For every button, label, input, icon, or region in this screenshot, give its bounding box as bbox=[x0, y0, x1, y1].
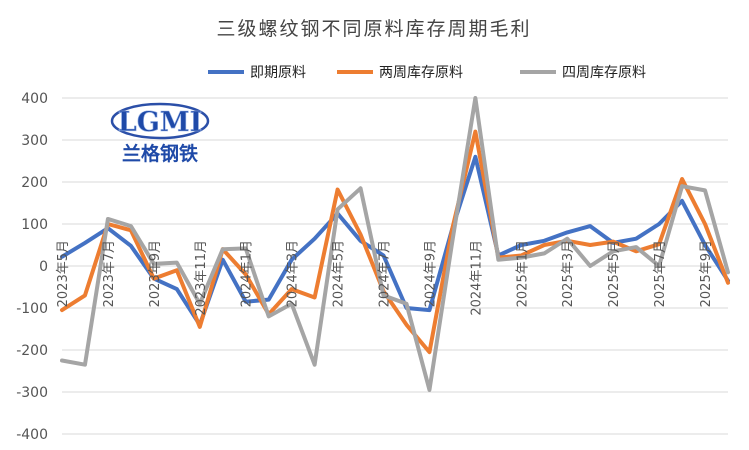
logo-ring bbox=[110, 102, 210, 140]
legend-item-two-week: 两周库存原料 bbox=[337, 65, 463, 81]
logo-initials: LGMI bbox=[118, 107, 203, 138]
x-tick-label: 2025年9月 bbox=[699, 240, 714, 307]
x-axis-ticks: 2023年5月 2023年7月 2023年9月 2023年11月 2024年1月 2024… bbox=[56, 240, 714, 316]
x-tick-label: 2023年7月 bbox=[102, 240, 117, 307]
legend: 即期原料 两周库存原料 四周库存原料 bbox=[208, 65, 646, 81]
y-tick-label: 100 bbox=[21, 217, 48, 233]
legend-item-four-week: 四周库存原料 bbox=[520, 65, 646, 81]
y-tick-label: -300 bbox=[16, 385, 48, 401]
x-tick-label: 2023年9月 bbox=[148, 240, 163, 307]
x-tick-label: 2024年1月 bbox=[240, 240, 255, 307]
x-tick-label: 2024年11月 bbox=[469, 240, 484, 316]
y-axis-ticks: 400 300 200 100 0 -100 -200 -300 -400 bbox=[16, 91, 48, 443]
x-tick-label: 2025年5月 bbox=[607, 240, 622, 307]
chart-title: 三级螺纹钢不同原料库存周期毛利 bbox=[216, 18, 531, 40]
y-tick-label: -200 bbox=[16, 343, 48, 359]
legend-label-four-week: 四周库存原料 bbox=[562, 65, 646, 81]
y-tick-label: 0 bbox=[39, 259, 48, 275]
x-tick-label: 2024年3月 bbox=[286, 240, 301, 307]
x-tick-label: 2025年1月 bbox=[515, 240, 530, 307]
x-tick-label: 2023年5月 bbox=[56, 240, 71, 307]
logo-name: 兰格钢铁 bbox=[122, 142, 198, 165]
logo: LGMI 兰格钢铁 bbox=[110, 102, 210, 165]
x-tick-label: 2024年9月 bbox=[423, 240, 438, 307]
series-line-2 bbox=[60, 96, 730, 392]
y-tick-label: 300 bbox=[21, 133, 48, 149]
x-tick-label: 2024年5月 bbox=[332, 240, 347, 307]
x-tick-label: 2025年7月 bbox=[653, 240, 668, 307]
x-tick-label: 2025年3月 bbox=[561, 240, 576, 307]
x-tick-label: 2024年7月 bbox=[378, 240, 393, 307]
y-tick-label: 200 bbox=[21, 175, 48, 191]
series-line-1 bbox=[60, 129, 730, 355]
legend-item-spot: 即期原料 bbox=[208, 65, 306, 81]
legend-label-two-week: 两周库存原料 bbox=[379, 65, 463, 81]
x-tick-label: 2023年11月 bbox=[194, 240, 209, 316]
legend-label-spot: 即期原料 bbox=[250, 65, 306, 81]
y-tick-label: -100 bbox=[16, 301, 48, 317]
y-tick-label: -400 bbox=[16, 427, 48, 443]
y-tick-label: 400 bbox=[21, 91, 48, 107]
series-lines bbox=[60, 96, 730, 392]
